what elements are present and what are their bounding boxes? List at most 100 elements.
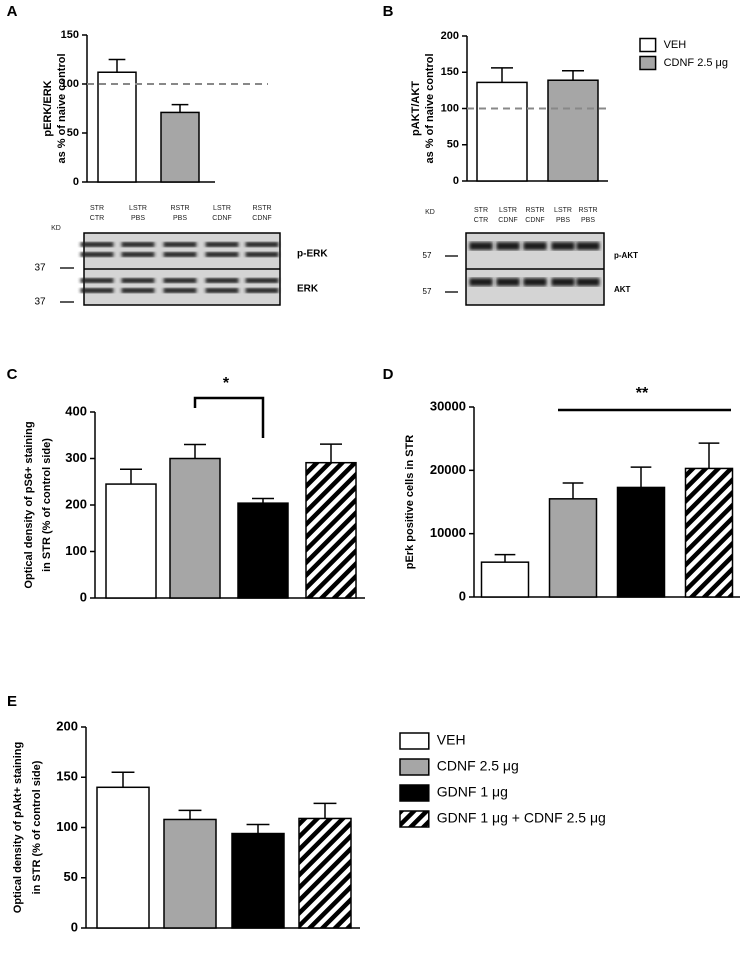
lane-label: LSTR — [499, 207, 517, 214]
lane-label: RSTR — [525, 207, 544, 214]
legend-swatch — [639, 37, 657, 53]
blot-band — [205, 288, 239, 293]
blot-band — [245, 252, 279, 257]
y-tick-label: 300 — [65, 450, 87, 465]
panel-label: B — [383, 3, 394, 20]
blot-band — [496, 278, 520, 286]
bar — [548, 498, 598, 598]
bar — [163, 818, 217, 929]
lane-label: STR — [474, 207, 488, 214]
significance-bracket — [193, 396, 265, 438]
panel-label: C — [7, 366, 18, 383]
blot-band — [205, 278, 239, 283]
bar — [237, 502, 289, 599]
bar-chart: 0 100 200 300 400 Optical density of pS6+ sta… — [23, 375, 365, 604]
y-tick-label: 0 — [453, 175, 459, 187]
y-tick-label: 100 — [65, 543, 87, 558]
blot-band — [523, 242, 547, 250]
row-label: ERK — [297, 284, 319, 295]
blot-band — [205, 252, 239, 257]
y-tick-label: 0 — [73, 176, 79, 188]
lane-label: RSTR — [252, 205, 271, 212]
lane-label: CDNF — [252, 215, 271, 222]
blot-band — [245, 278, 279, 283]
blot-band — [469, 278, 493, 286]
lane-label: RSTR — [578, 207, 597, 214]
blot-band — [80, 242, 114, 247]
bar-chart: 0 50 100 150 pERK/ERK as % of naive control — [42, 29, 268, 188]
y-tick-label: 150 — [61, 29, 79, 41]
blot-band — [80, 288, 114, 293]
blot-band — [121, 288, 155, 293]
significance-label: ** — [636, 385, 649, 402]
blot-band — [121, 252, 155, 257]
y-tick-label: 100 — [441, 102, 459, 114]
marker-label: 57 — [423, 251, 432, 260]
bar — [160, 111, 200, 183]
y-tick-label: 50 — [67, 127, 79, 139]
blot-band — [576, 278, 600, 286]
bar — [305, 461, 357, 599]
blot-band — [523, 278, 547, 286]
blot-band — [163, 288, 197, 293]
significance-label: * — [223, 375, 230, 392]
y-axis-label: in STR (% of control side) — [41, 438, 53, 572]
blot-band — [80, 252, 114, 257]
blot-band — [576, 242, 600, 250]
marker-label: 37 — [34, 297, 46, 308]
y-axis-label: in STR (% of control side) — [31, 760, 43, 894]
y-axis-label: as % of naive control — [56, 53, 68, 163]
blot-band — [80, 278, 114, 283]
legend-swatch — [639, 55, 657, 71]
lane-label: PBS — [173, 215, 187, 222]
marker-label: 37 — [34, 263, 46, 274]
row-label: p-ERK — [297, 249, 328, 260]
lane-label: LSTR — [129, 205, 147, 212]
kd-label: KD — [425, 209, 435, 216]
y-tick-label: 100 — [56, 819, 78, 834]
western-blot: STR CTR LSTR PBS RSTR PBS LSTR CDNF RSTR CDNF KD 37… — [34, 205, 328, 308]
bar-chart: 0 50 100 150 200 pAKT/AKT as % of naive contro… — [410, 30, 728, 187]
y-axis-label: pAKT/AKT — [410, 81, 422, 136]
blot-band — [245, 242, 279, 247]
lane-label: CTR — [90, 215, 104, 222]
y-tick-label: 20000 — [430, 462, 466, 477]
bar — [105, 483, 157, 599]
legend-swatch — [399, 758, 430, 776]
panel-label: D — [383, 366, 394, 383]
blot-band — [496, 242, 520, 250]
bar — [684, 467, 734, 598]
blot-band — [551, 278, 575, 286]
lane-label: CTR — [474, 217, 488, 224]
bar — [231, 832, 285, 929]
y-tick-label: 50 — [64, 869, 78, 884]
bar — [169, 457, 221, 599]
lane-label: LSTR — [554, 207, 572, 214]
y-tick-label: 0 — [80, 589, 87, 604]
y-tick-label: 200 — [56, 718, 78, 733]
blot-band — [163, 252, 197, 257]
blot-band — [121, 242, 155, 247]
bar — [476, 81, 528, 182]
legend-swatch — [399, 784, 430, 802]
panel-label: E — [7, 693, 17, 710]
kd-label: KD — [51, 225, 61, 232]
y-axis-label: pErk positive cells in STR — [404, 435, 416, 570]
blot-band — [163, 278, 197, 283]
bar — [480, 561, 530, 598]
legend-swatch — [399, 732, 430, 750]
bar — [298, 817, 352, 929]
y-axis-label: Optical density of pAkt+ staining — [12, 742, 24, 913]
y-tick-label: 30000 — [430, 398, 466, 413]
y-tick-label: 10000 — [430, 525, 466, 540]
lane-label: LSTR — [213, 205, 231, 212]
y-tick-label: 0 — [459, 588, 466, 603]
bar-chart: 0 10000 20000 30000 pErk positive cells in S… — [404, 385, 740, 603]
lane-label: PBS — [131, 215, 145, 222]
legend-swatch — [399, 810, 430, 828]
y-axis-label: as % of naive control — [424, 53, 436, 163]
y-tick-label: 400 — [65, 403, 87, 418]
y-axis-label: pERK/ERK — [42, 80, 54, 136]
y-axis-label: Optical density of pS6+ staining — [23, 421, 35, 588]
